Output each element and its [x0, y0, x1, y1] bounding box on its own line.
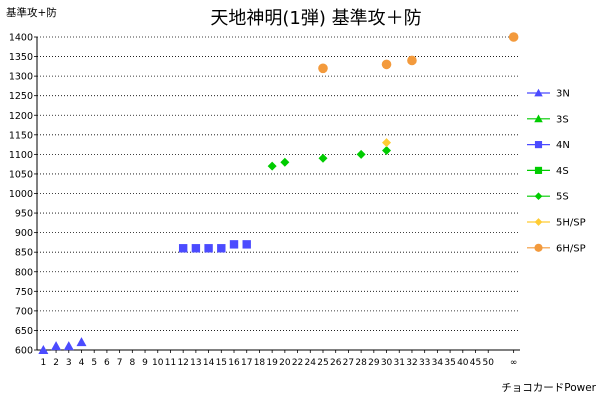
x-tick-label: 24	[305, 358, 317, 368]
x-tick-label: 10	[152, 358, 164, 368]
x-tick-label: 50	[482, 358, 494, 368]
y-tick-label: 1350	[9, 52, 33, 63]
data-point	[381, 59, 392, 70]
x-tick-label: 34	[432, 358, 444, 368]
x-tick-label: ∞	[510, 358, 518, 368]
data-point	[63, 341, 74, 351]
x-tick-label: 4	[79, 358, 85, 368]
x-tick-label: 8	[129, 358, 135, 368]
legend-marker	[534, 114, 543, 123]
plot-area: 6006507007508008509009501000105011001150…	[9, 32, 520, 368]
x-tick-label: 45	[470, 358, 481, 368]
data-point	[38, 345, 49, 354]
legend-label: 4N	[556, 140, 570, 151]
legend-label: 5H/SP	[556, 218, 586, 229]
x-tick-label: 3	[66, 358, 72, 368]
data-point	[318, 153, 328, 163]
y-tick-label: 850	[15, 248, 33, 259]
legend-marker	[534, 218, 543, 226]
data-point	[407, 55, 417, 66]
data-point	[178, 244, 188, 253]
y-tick-label: 900	[15, 228, 33, 239]
y-tick-label: 600	[15, 346, 33, 357]
x-tick-label: 31	[394, 358, 405, 368]
x-axis-title: チョコカードPower	[501, 382, 596, 394]
x-tick-label: 29	[368, 358, 380, 368]
x-tick-label: 17	[241, 358, 252, 368]
y-tick-label: 1050	[9, 169, 33, 180]
x-tick-label: 18	[254, 358, 266, 368]
x-tick-label: 25	[317, 358, 328, 368]
x-tick-label: 6	[104, 358, 110, 368]
x-tick-label: 28	[355, 358, 367, 368]
y-tick-label: 950	[15, 209, 33, 220]
y-tick-label: 1250	[9, 91, 33, 102]
data-point	[382, 138, 392, 148]
data-point	[508, 32, 519, 42]
data-point	[280, 157, 290, 167]
x-tick-label: 15	[216, 358, 227, 368]
x-tick-label: 22	[292, 358, 303, 368]
x-tick-label: 9	[142, 358, 148, 368]
x-tick-label: 35	[444, 358, 455, 368]
y-tick-label: 800	[15, 267, 33, 278]
y-tick-label: 1150	[9, 130, 33, 141]
y-tick-label: 1400	[9, 33, 33, 44]
x-tick-label: 27	[343, 358, 354, 368]
y-axis-title: 基準攻+防	[6, 6, 57, 19]
data-point	[76, 337, 87, 347]
data-point	[267, 161, 277, 171]
data-point	[229, 240, 239, 249]
x-tick-label: 16	[228, 358, 240, 368]
y-tick-label: 1100	[9, 150, 33, 161]
y-tick-label: 750	[15, 287, 33, 298]
x-tick-label: 13	[190, 358, 201, 368]
chart-title: 天地神明(1弾) 基準攻＋防	[210, 8, 421, 29]
x-tick-label: 32	[406, 358, 417, 368]
data-point	[217, 244, 226, 253]
x-tick-label: 7	[117, 358, 123, 368]
legend-marker	[534, 141, 543, 149]
x-tick-label: 33	[419, 358, 430, 368]
x-tick-label: 2	[53, 358, 59, 368]
legend-label: 6H/SP	[556, 243, 586, 254]
y-tick-label: 650	[15, 326, 33, 337]
x-tick-label: 30	[381, 358, 393, 368]
data-point	[204, 244, 213, 253]
data-point	[51, 341, 62, 351]
legend-label: 3S	[556, 114, 569, 125]
y-tick-label: 1000	[9, 189, 33, 200]
data-point	[318, 63, 328, 74]
x-tick-label: 5	[91, 358, 97, 368]
x-tick-label: 14	[203, 358, 215, 368]
x-tick-label: 19	[266, 358, 278, 368]
x-tick-label: 1	[40, 358, 46, 368]
legend: 3N 3S 4N 4S 5S 5H/SP 6H/SP	[527, 88, 586, 254]
x-tick-label: 11	[165, 358, 176, 368]
legend-label: 3N	[556, 89, 570, 100]
data-point	[191, 244, 201, 253]
x-tick-label: 12	[177, 358, 188, 368]
legend-label: 4S	[556, 166, 569, 177]
y-tick-label: 1200	[9, 111, 33, 122]
data-point	[356, 149, 366, 159]
y-tick-label: 1300	[9, 72, 33, 83]
data-point	[242, 240, 251, 249]
legend-marker	[534, 192, 543, 201]
legend-marker	[534, 166, 543, 174]
x-tick-label: 40	[457, 358, 469, 368]
legend-marker	[534, 243, 543, 252]
y-tick-label: 700	[15, 306, 33, 317]
legend-marker	[534, 88, 543, 97]
x-tick-label: 26	[330, 358, 342, 368]
x-tick-label: 20	[279, 358, 291, 368]
legend-label: 5S	[556, 192, 569, 203]
data-point	[382, 145, 392, 155]
